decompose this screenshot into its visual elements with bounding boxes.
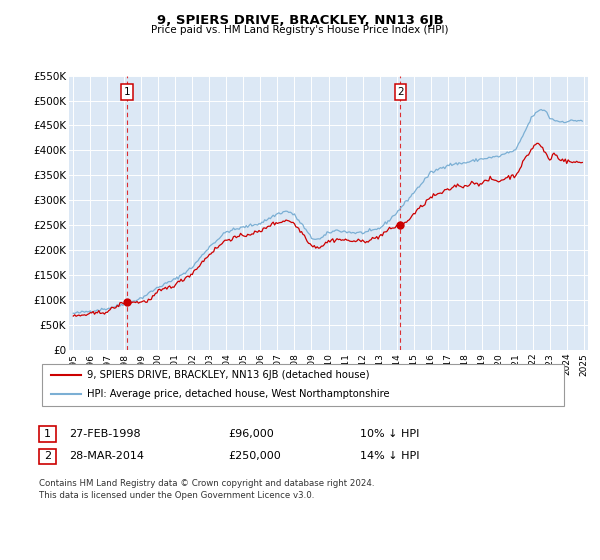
Text: 27-FEB-1998: 27-FEB-1998	[69, 429, 140, 439]
Text: 28-MAR-2014: 28-MAR-2014	[69, 451, 144, 461]
Text: 2: 2	[397, 87, 404, 97]
Text: 14% ↓ HPI: 14% ↓ HPI	[360, 451, 419, 461]
Text: 2: 2	[44, 451, 51, 461]
Text: £250,000: £250,000	[228, 451, 281, 461]
Text: 9, SPIERS DRIVE, BRACKLEY, NN13 6JB: 9, SPIERS DRIVE, BRACKLEY, NN13 6JB	[157, 14, 443, 27]
Text: 1: 1	[124, 87, 130, 97]
Text: 1: 1	[44, 429, 51, 439]
Text: HPI: Average price, detached house, West Northamptonshire: HPI: Average price, detached house, West…	[87, 389, 389, 399]
Text: 10% ↓ HPI: 10% ↓ HPI	[360, 429, 419, 439]
Text: Contains HM Land Registry data © Crown copyright and database right 2024.
This d: Contains HM Land Registry data © Crown c…	[39, 479, 374, 500]
Text: 9, SPIERS DRIVE, BRACKLEY, NN13 6JB (detached house): 9, SPIERS DRIVE, BRACKLEY, NN13 6JB (det…	[87, 370, 370, 380]
Text: Price paid vs. HM Land Registry's House Price Index (HPI): Price paid vs. HM Land Registry's House …	[151, 25, 449, 35]
Text: £96,000: £96,000	[228, 429, 274, 439]
